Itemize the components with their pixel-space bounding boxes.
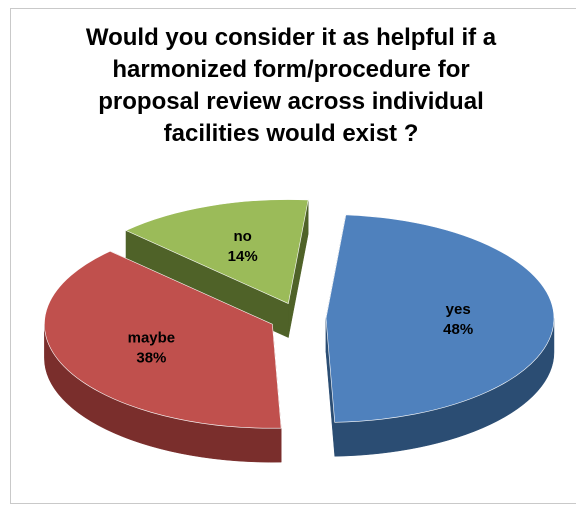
slice-value-no: 14% (228, 248, 258, 265)
slice-label-no: no (234, 228, 252, 245)
chart-title-line-2: harmonized form/procedure for (112, 56, 470, 83)
slice-label-yes: yes (446, 301, 471, 318)
slice-value-yes: 48% (443, 321, 473, 338)
pie-slice-no (125, 199, 309, 304)
slice-label-maybe: maybe (128, 330, 176, 347)
slice-value-maybe: 38% (136, 350, 166, 367)
chart-title-line-1: Would you consider it as helpful if a (85, 24, 497, 51)
pie-slice-yes (325, 214, 555, 423)
chart-title-line-4: facilities would exist ? (163, 120, 419, 147)
chart-title-line-3: proposal review across individual (98, 88, 484, 115)
chart-title: Would you consider it as helpful if a ha… (40, 22, 542, 150)
pie-slice-maybe (44, 250, 282, 429)
